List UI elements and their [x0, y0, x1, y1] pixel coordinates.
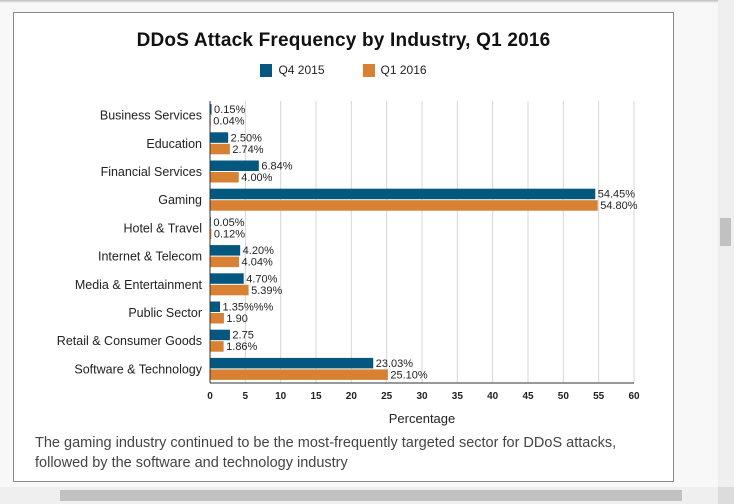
bar-chart-plot: 0 5 10 15 20 25 30 35 40 45 50 55 60 Percentage Busine…	[57, 101, 640, 426]
data-label-business-services-q1-2016: 0.04%	[213, 116, 244, 128]
bar-gaming-q1-2016	[210, 200, 598, 211]
data-label-hotel-travel-q4-2015: 0.05%	[213, 217, 244, 229]
chart-legend: Q4 2015 Q1 2016	[14, 63, 673, 77]
data-label-retail-consumer-goods-q1-2016: 1.86%	[226, 341, 257, 353]
x-tick-label-10: 10	[275, 391, 287, 402]
x-tick-label-35: 35	[452, 391, 464, 402]
bar-software-technology-q4-2015	[210, 357, 374, 369]
bar-media-entertainment-q1-2016	[210, 284, 249, 296]
data-label-retail-consumer-goods-q4-2015: 2.75	[232, 330, 253, 342]
bar-media-entertainment-q4-2015	[210, 273, 244, 284]
x-tick-label-15: 15	[310, 391, 322, 402]
data-label-gaming-q4-2015: 54.45%	[598, 189, 636, 201]
legend-swatch-q4-2015	[260, 63, 273, 77]
x-tick-label-60: 60	[628, 391, 640, 402]
category-label-software-technology: Software & Technology	[74, 362, 202, 376]
vertical-scrollbar[interactable]	[718, 0, 734, 487]
bar-software-technology-q1-2016	[210, 369, 388, 380]
data-label-software-technology-q4-2015: 23.03%	[376, 358, 414, 370]
data-label-software-technology-q1-2016: 25.10%	[390, 369, 428, 381]
bar-financial-services-q4-2015	[210, 160, 259, 171]
data-label-business-services-q4-2015: 0.15%	[214, 104, 245, 116]
window-top-edge	[0, 0, 718, 3]
horizontal-scrollbar[interactable]	[0, 487, 718, 504]
x-tick-label-40: 40	[487, 391, 499, 402]
data-label-education-q4-2015: 2.50%	[231, 132, 262, 144]
x-tick-label-50: 50	[558, 391, 570, 402]
bar-public-sector-q4-2015	[210, 301, 221, 312]
x-tick-label-25: 25	[381, 391, 393, 402]
category-label-media-entertainment: Media & Entertainment	[75, 278, 203, 292]
data-label-media-entertainment-q4-2015: 4.70%	[246, 273, 277, 285]
scrollbar-corner	[718, 487, 734, 504]
chart-figure: DDoS Attack Frequency by Industry, Q1 20…	[13, 12, 674, 482]
bar-hotel-travel-q1-2016	[210, 228, 212, 239]
category-label-business-services: Business Services	[100, 109, 202, 123]
data-label-public-sector-q1-2016: 1.90	[226, 313, 247, 325]
data-label-financial-services-q4-2015: 6.84%	[261, 161, 292, 173]
data-label-internet-telecom-q1-2016: 4.04%	[242, 257, 273, 269]
legend-label-q4-2015: Q4 2015	[278, 63, 325, 77]
x-tick-label-45: 45	[522, 391, 534, 402]
category-label-gaming: Gaming	[158, 193, 202, 207]
bar-education-q4-2015	[210, 132, 229, 143]
horizontal-scrollbar-thumb[interactable]	[60, 490, 682, 501]
x-tick-label-55: 55	[593, 391, 605, 402]
category-label-education: Education	[146, 137, 202, 151]
bar-education-q1-2016	[210, 143, 230, 155]
bar-public-sector-q1-2016	[210, 313, 224, 324]
data-label-internet-telecom-q4-2015: 4.20%	[243, 245, 274, 257]
bar-retail-consumer-goods-q4-2015	[210, 329, 230, 341]
category-label-hotel-travel: Hotel & Travel	[123, 221, 202, 235]
category-label-retail-consumer-goods: Retail & Consumer Goods	[57, 334, 202, 348]
bar-financial-services-q1-2016	[210, 172, 239, 183]
data-label-public-sector-q4-2015: 1.35%%%	[223, 302, 274, 314]
bar-gaming-q4-2015	[210, 188, 596, 200]
data-label-gaming-q1-2016: 54.80%	[600, 200, 638, 212]
legend-item-q1-2016: Q1 2016	[362, 63, 427, 77]
x-tick-label-5: 5	[243, 391, 249, 402]
data-label-financial-services-q1-2016: 4.00%	[241, 172, 272, 184]
data-label-media-entertainment-q1-2016: 5.39%	[251, 285, 282, 297]
x-tick-label-30: 30	[416, 391, 428, 402]
data-label-education-q1-2016: 2.74%	[232, 144, 263, 156]
x-axis-title: Percentage	[389, 411, 456, 426]
legend-label-q1-2016: Q1 2016	[380, 63, 427, 77]
data-label-hotel-travel-q1-2016: 0.12%	[214, 228, 245, 240]
bar-business-services-q4-2015	[210, 104, 212, 115]
chart-title: DDoS Attack Frequency by Industry, Q1 20…	[136, 30, 551, 51]
category-label-financial-services: Financial Services	[101, 165, 202, 179]
category-label-internet-telecom: Internet & Telecom	[98, 250, 202, 264]
bar-retail-consumer-goods-q1-2016	[210, 341, 224, 352]
legend-swatch-q1-2016	[362, 63, 375, 77]
x-tick-label-20: 20	[346, 391, 358, 402]
figure-caption: The gaming industry continued to be the …	[35, 435, 617, 471]
x-tick-label-0: 0	[207, 391, 213, 402]
vertical-scrollbar-thumb[interactable]	[720, 218, 731, 246]
bar-internet-telecom-q1-2016	[210, 256, 240, 268]
legend-item-q4-2015: Q4 2015	[260, 63, 325, 77]
bar-internet-telecom-q4-2015	[210, 245, 241, 256]
category-label-public-sector: Public Sector	[128, 306, 202, 320]
